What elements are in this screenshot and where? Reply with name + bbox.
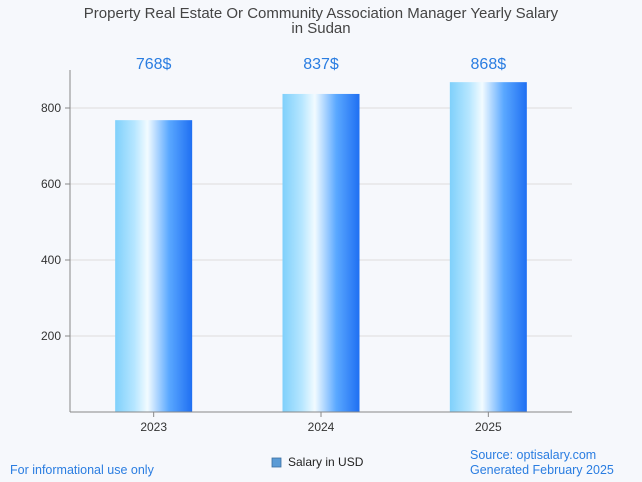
y-tick-label: 400: [41, 253, 61, 267]
footer-generated: Generated February 2025: [470, 463, 614, 477]
chart-title-line-1: Property Real Estate Or Community Associ…: [84, 5, 559, 22]
footer-source: Source: optisalary.com: [470, 448, 597, 462]
legend-swatch: [271, 457, 282, 468]
x-tick-label: 2025: [475, 420, 502, 434]
data-labels: 2023 768$ 2024 837$ 2025 868$: [136, 56, 506, 434]
footer-source-block: Source: optisalary.com Generated Februar…: [470, 448, 614, 478]
y-tick-label: 800: [41, 101, 61, 115]
legend: Salary in USD: [271, 455, 364, 469]
x-tick-label: 2023: [140, 420, 167, 434]
y-tick-label: 200: [41, 329, 61, 343]
footer-disclaimer: For informational use only: [10, 463, 154, 477]
bars: [115, 82, 527, 412]
bar: [115, 120, 193, 412]
data-label: 868$: [471, 56, 507, 73]
chart-title-line-2: in Sudan: [291, 20, 350, 37]
data-label: 837$: [303, 56, 339, 73]
y-tick-label: 600: [41, 177, 61, 191]
legend-label: Salary in USD: [288, 455, 364, 469]
data-label: 768$: [136, 56, 172, 73]
x-tick-label: 2024: [308, 420, 335, 434]
bar: [282, 93, 360, 412]
bar: [449, 82, 527, 412]
